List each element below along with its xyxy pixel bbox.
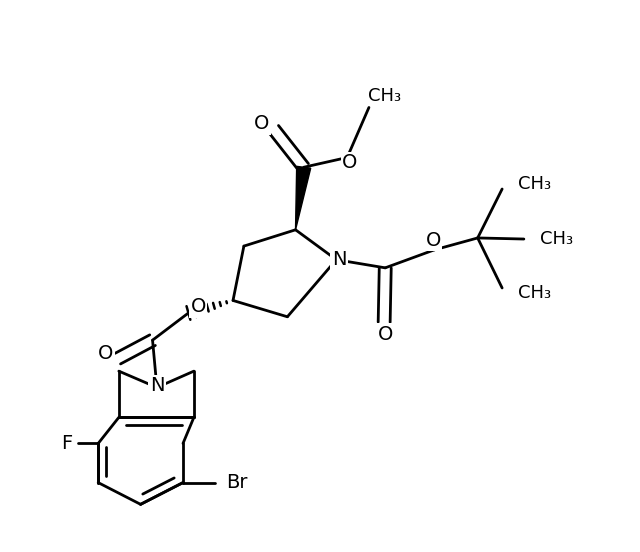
- Text: O: O: [98, 344, 113, 363]
- Text: N: N: [150, 376, 164, 395]
- Text: O: O: [342, 153, 358, 172]
- Text: CH₃: CH₃: [367, 87, 401, 104]
- Polygon shape: [296, 166, 310, 230]
- Text: O: O: [254, 114, 269, 133]
- Text: O: O: [426, 231, 441, 250]
- Text: CH₃: CH₃: [540, 230, 573, 248]
- Text: CH₃: CH₃: [518, 174, 552, 193]
- Text: CH₃: CH₃: [518, 284, 552, 302]
- Text: O: O: [378, 325, 394, 344]
- Text: F: F: [61, 434, 73, 453]
- Text: N: N: [332, 250, 346, 269]
- Text: O: O: [191, 297, 206, 316]
- Text: Br: Br: [226, 473, 248, 492]
